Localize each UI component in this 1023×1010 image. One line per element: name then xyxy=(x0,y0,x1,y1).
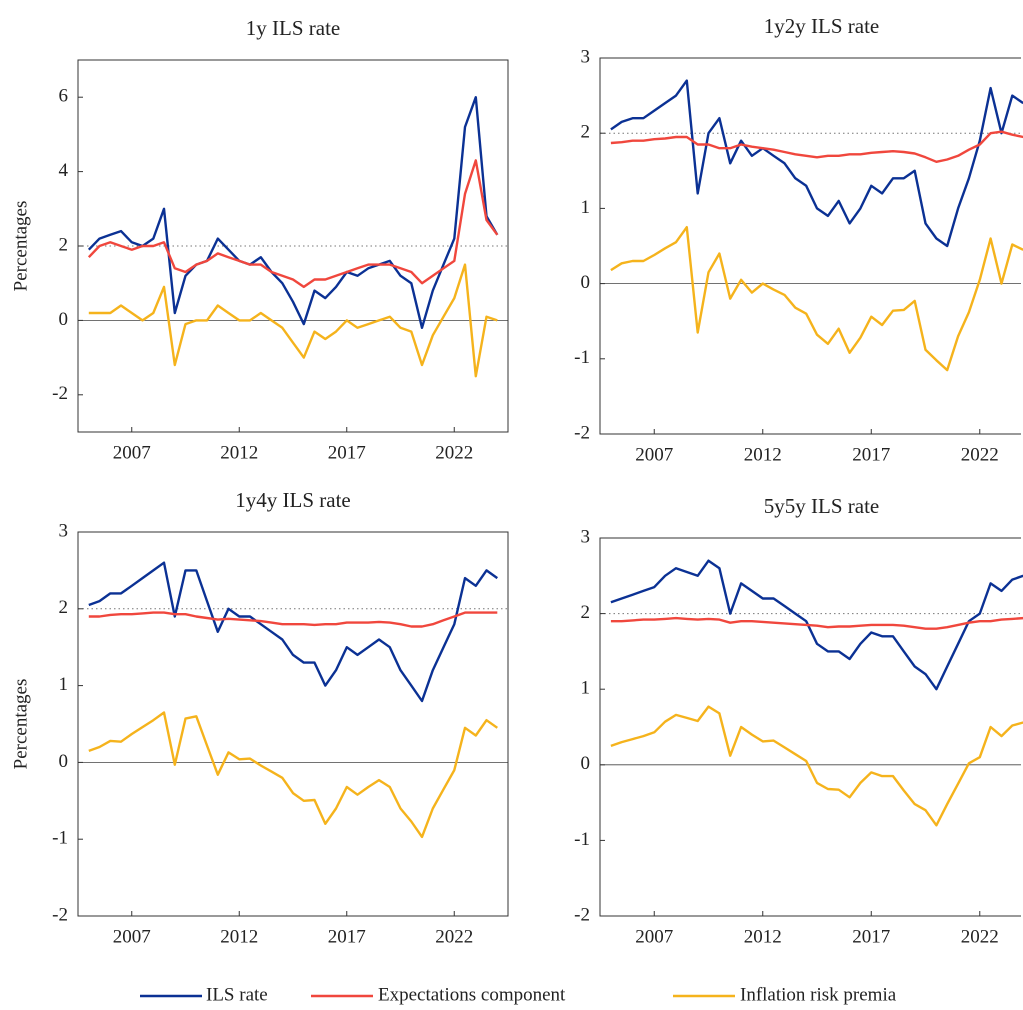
y-tick-label: 2 xyxy=(581,122,591,143)
series-line xyxy=(88,611,498,628)
y-tick-label: -2 xyxy=(574,904,590,925)
y-axis-label: Percentages xyxy=(10,679,31,770)
y-tick-label: 3 xyxy=(581,46,591,67)
series-line xyxy=(610,559,1023,691)
x-tick-label: 2022 xyxy=(961,926,999,947)
axes-frame xyxy=(77,59,509,433)
y-tick-label: 1 xyxy=(581,678,591,699)
x-tick-label: 2007 xyxy=(113,926,151,947)
x-tick-label: 2022 xyxy=(961,444,999,465)
y-tick-label: 2 xyxy=(581,602,591,623)
series-line xyxy=(610,226,1023,372)
y-tick-label: 2 xyxy=(59,597,69,618)
legend-label: Expectations component xyxy=(378,984,566,1005)
x-tick-label: 2022 xyxy=(435,926,473,947)
series-line xyxy=(610,130,1023,163)
series-line xyxy=(87,159,499,289)
y-tick-label: -2 xyxy=(574,422,590,443)
x-tick-label: 2012 xyxy=(220,926,258,947)
y-tick-label: -1 xyxy=(574,347,590,368)
x-tick-label: 2017 xyxy=(852,926,890,947)
axes-frame xyxy=(599,57,1021,435)
series-line xyxy=(88,263,498,378)
y-tick-label: 3 xyxy=(581,526,591,547)
chart-title: 5y5y ILS rate xyxy=(764,494,879,518)
y-tick-label: 1 xyxy=(581,197,591,218)
x-tick-label: 2012 xyxy=(744,444,782,465)
x-tick-label: 2017 xyxy=(852,444,890,465)
y-tick-label: 3 xyxy=(59,520,69,541)
series-line xyxy=(88,561,498,703)
chart-title: 1y4y ILS rate xyxy=(235,488,350,512)
y-tick-label: 0 xyxy=(59,751,69,772)
y-tick-label: -1 xyxy=(52,828,68,849)
x-tick-label: 2007 xyxy=(113,442,151,463)
chart-title: 1y2y ILS rate xyxy=(764,14,879,38)
y-tick-label: -2 xyxy=(52,904,68,925)
y-tick-label: -2 xyxy=(52,383,68,404)
y-tick-label: 1 xyxy=(59,674,69,695)
x-tick-label: 2017 xyxy=(328,926,366,947)
series-line xyxy=(610,79,1023,248)
axes-frame xyxy=(77,531,509,917)
y-tick-label: -1 xyxy=(574,829,590,850)
series-line xyxy=(610,616,1023,630)
x-tick-label: 2012 xyxy=(744,926,782,947)
series-line xyxy=(610,705,1023,827)
series-line xyxy=(88,711,498,839)
y-tick-label: 4 xyxy=(59,160,69,181)
y-tick-label: 2 xyxy=(59,234,69,255)
axes-frame xyxy=(599,537,1021,917)
x-tick-label: 2012 xyxy=(220,442,258,463)
y-tick-label: 6 xyxy=(59,86,69,107)
legend-label: ILS rate xyxy=(206,984,268,1005)
y-tick-label: 0 xyxy=(581,272,591,293)
x-tick-label: 2007 xyxy=(635,926,673,947)
series-line xyxy=(87,96,499,329)
x-tick-label: 2022 xyxy=(435,442,473,463)
legend-label: Inflation risk premia xyxy=(740,984,897,1005)
y-tick-label: 0 xyxy=(59,309,69,330)
y-axis-label: Percentages xyxy=(10,201,31,292)
x-tick-label: 2017 xyxy=(328,442,366,463)
y-tick-label: 0 xyxy=(581,753,591,774)
x-tick-label: 2007 xyxy=(635,444,673,465)
chart-title: 1y ILS rate xyxy=(246,16,340,40)
